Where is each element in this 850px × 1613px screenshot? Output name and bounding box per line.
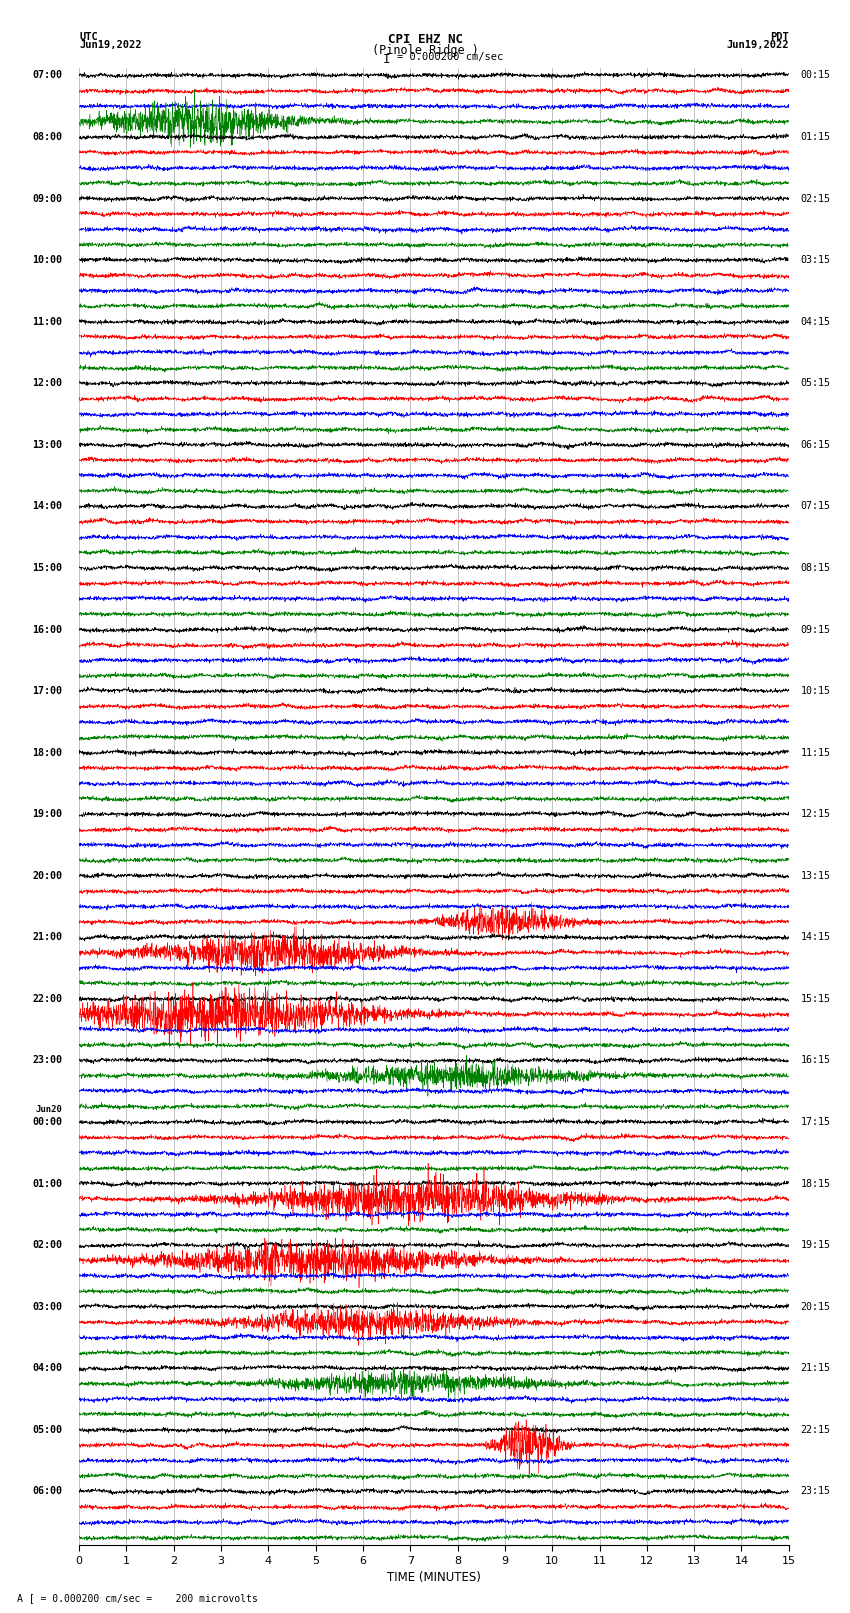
- Text: 23:15: 23:15: [801, 1487, 830, 1497]
- Text: 04:00: 04:00: [32, 1363, 63, 1373]
- Text: 22:15: 22:15: [801, 1424, 830, 1436]
- Text: 00:15: 00:15: [801, 71, 830, 81]
- Text: 16:15: 16:15: [801, 1055, 830, 1066]
- Text: 11:00: 11:00: [32, 316, 63, 327]
- Text: 15:00: 15:00: [32, 563, 63, 573]
- Text: 12:00: 12:00: [32, 379, 63, 389]
- Text: 06:00: 06:00: [32, 1487, 63, 1497]
- Text: 13:00: 13:00: [32, 440, 63, 450]
- Text: (Pinole Ridge ): (Pinole Ridge ): [371, 44, 479, 56]
- Text: 12:15: 12:15: [801, 810, 830, 819]
- Text: 21:00: 21:00: [32, 932, 63, 942]
- Text: Jun19,2022: Jun19,2022: [726, 40, 789, 50]
- Text: 09:00: 09:00: [32, 194, 63, 203]
- Text: 11:15: 11:15: [801, 748, 830, 758]
- Text: CPI EHZ NC: CPI EHZ NC: [388, 32, 462, 47]
- Text: 20:00: 20:00: [32, 871, 63, 881]
- Text: 16:00: 16:00: [32, 624, 63, 634]
- Text: 07:00: 07:00: [32, 71, 63, 81]
- Text: 21:15: 21:15: [801, 1363, 830, 1373]
- Text: 08:15: 08:15: [801, 563, 830, 573]
- Text: 05:00: 05:00: [32, 1424, 63, 1436]
- Text: 06:15: 06:15: [801, 440, 830, 450]
- Text: 19:15: 19:15: [801, 1240, 830, 1250]
- Text: 13:15: 13:15: [801, 871, 830, 881]
- Text: 01:00: 01:00: [32, 1179, 63, 1189]
- Text: = 0.000200 cm/sec: = 0.000200 cm/sec: [397, 52, 503, 61]
- Text: A [ = 0.000200 cm/sec =    200 microvolts: A [ = 0.000200 cm/sec = 200 microvolts: [17, 1594, 258, 1603]
- Text: UTC: UTC: [79, 32, 98, 42]
- Text: 07:15: 07:15: [801, 502, 830, 511]
- Text: 14:15: 14:15: [801, 932, 830, 942]
- Text: 20:15: 20:15: [801, 1302, 830, 1311]
- Text: 02:00: 02:00: [32, 1240, 63, 1250]
- Text: 10:00: 10:00: [32, 255, 63, 265]
- Text: 18:15: 18:15: [801, 1179, 830, 1189]
- Text: 03:00: 03:00: [32, 1302, 63, 1311]
- Text: 01:15: 01:15: [801, 132, 830, 142]
- Text: Jun19,2022: Jun19,2022: [79, 40, 142, 50]
- Text: 17:15: 17:15: [801, 1118, 830, 1127]
- Text: 15:15: 15:15: [801, 994, 830, 1003]
- Text: 04:15: 04:15: [801, 316, 830, 327]
- X-axis label: TIME (MINUTES): TIME (MINUTES): [387, 1571, 481, 1584]
- Text: 00:00: 00:00: [32, 1118, 63, 1127]
- Text: 18:00: 18:00: [32, 748, 63, 758]
- Text: Jun20: Jun20: [36, 1105, 63, 1113]
- Text: 03:15: 03:15: [801, 255, 830, 265]
- Text: 05:15: 05:15: [801, 379, 830, 389]
- Text: I: I: [383, 53, 390, 66]
- Text: 02:15: 02:15: [801, 194, 830, 203]
- Text: 10:15: 10:15: [801, 686, 830, 697]
- Text: 08:00: 08:00: [32, 132, 63, 142]
- Text: 17:00: 17:00: [32, 686, 63, 697]
- Text: 09:15: 09:15: [801, 624, 830, 634]
- Text: 23:00: 23:00: [32, 1055, 63, 1066]
- Text: PDT: PDT: [770, 32, 789, 42]
- Text: 22:00: 22:00: [32, 994, 63, 1003]
- Text: 19:00: 19:00: [32, 810, 63, 819]
- Text: 14:00: 14:00: [32, 502, 63, 511]
